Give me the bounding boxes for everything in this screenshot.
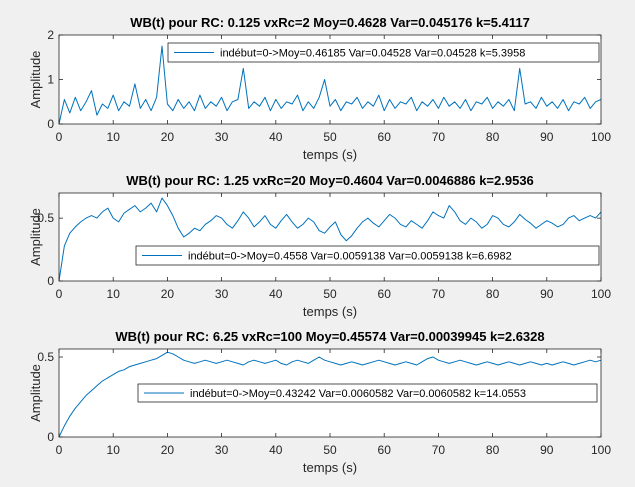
y-axis-label: Amplitude (28, 364, 43, 422)
y-axis-label: Amplitude (28, 208, 43, 266)
x-tick-label: 80 (486, 287, 500, 301)
x-tick-label: 30 (215, 287, 229, 301)
x-tick-label: 60 (378, 443, 392, 457)
legend: indébut=0->Moy=0.4558 Var=0.0059138 Var=… (135, 245, 600, 266)
x-tick-label: 20 (161, 130, 175, 144)
x-axis-label: temps (s) (303, 304, 357, 319)
x-tick-label: 70 (432, 130, 446, 144)
x-tick-label: 10 (107, 130, 121, 144)
x-tick-label: 80 (486, 443, 500, 457)
series-line (58, 45, 602, 125)
y-tick-label: 0 (47, 117, 54, 131)
legend-entry: indébut=0->Moy=0.46185 Var=0.04528 Var=0… (220, 48, 525, 60)
subplot-3: 0 10 20 30 40 50 60 70 80 90 100 0 0.5 WB(t) pour RC:… (28, 329, 611, 475)
x-tick-label: 40 (269, 130, 283, 144)
x-tick-label: 90 (540, 443, 554, 457)
legend-box (135, 245, 600, 266)
x-tick-label: 10 (107, 443, 121, 457)
x-tick-label: 50 (323, 443, 337, 457)
chart-title: WB(t) pour RC: 6.25 vxRc=100 Moy=0.45574… (115, 329, 544, 344)
legend: indébut=0->Moy=0.43242 Var=0.0060582 Var… (137, 383, 598, 403)
x-tick-label: 10 (107, 287, 121, 301)
y-tick-label: 2 (47, 28, 54, 42)
x-tick-label: 100 (591, 443, 611, 457)
y-tick-label: 1 (47, 73, 54, 87)
legend: indébut=0->Moy=0.46185 Var=0.04528 Var=0… (167, 42, 600, 63)
x-axis-label: temps (s) (303, 460, 357, 475)
x-tick-label: 50 (323, 130, 337, 144)
series-line (58, 351, 602, 438)
x-tick-label: 30 (215, 130, 229, 144)
legend-entry: indébut=0->Moy=0.4558 Var=0.0059138 Var=… (188, 251, 512, 263)
y-tick-label: 0.5 (37, 350, 54, 364)
x-tick-label: 100 (591, 130, 611, 144)
y-tick-label: 0 (47, 430, 54, 444)
x-tick-label: 40 (269, 443, 283, 457)
x-tick-label: 100 (591, 287, 611, 301)
x-tick-label: 40 (269, 287, 283, 301)
y-tick-label: 0 (47, 274, 54, 288)
subplot-2: 0 10 20 30 40 50 60 70 80 90 100 0 0.5 WB(t) pour RC:… (28, 173, 611, 319)
legend-box (137, 383, 598, 403)
x-tick-label: 70 (432, 443, 446, 457)
x-tick-label: 90 (540, 130, 554, 144)
y-axis-label: Amplitude (28, 51, 43, 109)
x-tick-label: 30 (215, 443, 229, 457)
x-tick-label: 60 (378, 130, 392, 144)
subplot-1: 0 10 20 30 40 50 60 70 80 90 100 0 1 2 WB(t) pour RC: … (28, 15, 611, 162)
legend-entry: indébut=0->Moy=0.43242 Var=0.0060582 Var… (190, 388, 526, 400)
x-tick-label: 90 (540, 287, 554, 301)
chart-title: WB(t) pour RC: 0.125 vxRc=2 Moy=0.4628 V… (130, 15, 530, 30)
x-tick-label: 60 (378, 287, 392, 301)
x-tick-label: 0 (56, 130, 63, 144)
series-line (58, 197, 602, 282)
plot-area (59, 193, 601, 281)
y-tick-label: 0.5 (37, 211, 54, 225)
chart-title: WB(t) pour RC: 1.25 vxRc=20 Moy=0.4604 V… (126, 173, 534, 188)
x-tick-label: 0 (56, 443, 63, 457)
x-tick-label: 0 (56, 287, 63, 301)
x-tick-label: 70 (432, 287, 446, 301)
x-axis-label: temps (s) (303, 147, 357, 162)
x-tick-label: 50 (323, 287, 337, 301)
x-tick-label: 20 (161, 287, 175, 301)
legend-box (167, 42, 600, 63)
x-tick-label: 80 (486, 130, 500, 144)
x-tick-label: 20 (161, 443, 175, 457)
